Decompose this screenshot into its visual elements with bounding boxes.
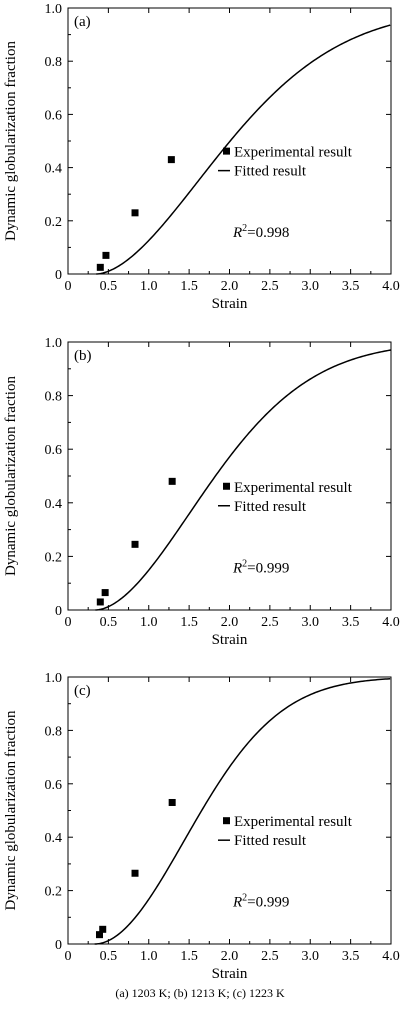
x-tick-label: 3.5 — [342, 949, 360, 964]
r-squared-annotation: R2=0.998 — [232, 223, 289, 241]
x-tick-label: 4.0 — [382, 949, 400, 964]
x-tick-label: 1.0 — [140, 615, 158, 630]
x-tick-label: 3.5 — [342, 615, 360, 630]
data-point — [101, 589, 109, 597]
r-squared-annotation: R2=0.999 — [232, 893, 289, 911]
data-point — [99, 925, 107, 933]
x-axis-label: Strain — [212, 296, 248, 312]
x-tick-label: 4.0 — [382, 279, 400, 294]
fitted-curve — [96, 24, 391, 275]
y-tick-label: 0 — [55, 268, 62, 283]
y-tick-label: 0.8 — [45, 55, 63, 70]
y-tick-label: 0.2 — [45, 550, 63, 565]
legend-label-fitted: Fitted result — [234, 833, 307, 849]
data-point — [167, 156, 175, 164]
y-tick-label: 0.4 — [45, 497, 63, 512]
data-point — [168, 798, 176, 806]
chart-panel: 0 0.5 1.0 1.5 2.0 2.5 3.0 3.5 4.0 0 0.2 0.4 0.6 0.8 1.… — [3, 2, 400, 312]
x-tick-label: 2.5 — [261, 279, 279, 294]
plot-frame — [67, 676, 392, 945]
y-tick-label: 1.0 — [45, 2, 63, 17]
x-tick-label: 2.0 — [221, 949, 239, 964]
panel-label: (c) — [74, 683, 91, 699]
x-tick-label: 0.5 — [100, 279, 118, 294]
data-point — [131, 869, 139, 877]
x-tick-label: 2.0 — [221, 615, 239, 630]
panel-label: (a) — [74, 14, 91, 30]
x-tick-label: 0 — [65, 949, 72, 964]
plot-frame — [67, 341, 392, 611]
y-tick-label: 0.6 — [45, 778, 63, 793]
data-point — [96, 598, 104, 606]
y-tick-label: 0.4 — [45, 831, 63, 846]
x-tick-label: 2.5 — [261, 615, 279, 630]
x-tick-label: 1.5 — [180, 949, 198, 964]
x-tick-label: 2.0 — [221, 279, 239, 294]
x-tick-label: 3.0 — [302, 279, 320, 294]
legend-label-experimental: Experimental result — [234, 480, 353, 496]
data-point — [131, 540, 139, 548]
legend-label-fitted: Fitted result — [234, 499, 307, 515]
y-tick-label: 1.0 — [45, 671, 63, 686]
legend-marker-experimental — [223, 482, 230, 490]
legend-label-experimental: Experimental result — [234, 145, 353, 161]
y-tick-label: 0.8 — [45, 390, 63, 405]
fitted-curve — [94, 678, 391, 945]
data-point — [131, 209, 139, 217]
x-axis-label: Strain — [212, 966, 248, 982]
x-axis-label: Strain — [212, 632, 248, 648]
legend-label-fitted: Fitted result — [234, 164, 307, 180]
y-tick-label: 0 — [55, 938, 62, 953]
y-tick-label: 0.8 — [45, 724, 63, 739]
x-tick-label: 4.0 — [382, 615, 400, 630]
x-tick-label: 3.0 — [302, 949, 320, 964]
x-tick-label: 1.0 — [140, 279, 158, 294]
r-squared-annotation: R2=0.999 — [232, 558, 289, 576]
chart-panel: 0 0.5 1.0 1.5 2.0 2.5 3.0 3.5 4.0 0 0.2 0.4 0.6 0.8 1.… — [3, 336, 400, 648]
y-tick-label: 0.2 — [45, 215, 63, 230]
x-tick-label: 2.5 — [261, 949, 279, 964]
x-tick-label: 0.5 — [100, 615, 118, 630]
x-tick-label: 1.5 — [180, 279, 198, 294]
legend-marker-experimental — [223, 147, 230, 155]
x-tick-label: 1.0 — [140, 949, 158, 964]
legend-marker-experimental — [223, 817, 230, 825]
figure-caption: (a) 1203 K; (b) 1213 K; (c) 1223 K — [115, 986, 285, 1000]
y-tick-label: 0.6 — [45, 443, 63, 458]
x-tick-label: 0 — [65, 279, 72, 294]
x-tick-label: 3.5 — [342, 279, 360, 294]
chart-panel: 0 0.5 1.0 1.5 2.0 2.5 3.0 3.5 4.0 0 0.2 0.4 0.6 0.8 1.… — [3, 671, 400, 982]
x-tick-label: 3.0 — [302, 615, 320, 630]
data-point — [102, 251, 110, 259]
legend-label-experimental: Experimental result — [234, 814, 353, 830]
y-tick-label: 1.0 — [45, 336, 63, 351]
data-point — [96, 263, 104, 271]
y-tick-label: 0.6 — [45, 108, 63, 123]
panel-label: (b) — [74, 348, 92, 364]
data-point — [168, 477, 176, 485]
y-tick-label: 0.2 — [45, 885, 63, 900]
fitted-curve — [95, 349, 392, 611]
y-axis-label: Dynamic globularization fraction — [3, 710, 19, 910]
y-tick-label: 0 — [55, 604, 62, 619]
y-axis-label: Dynamic globularization fraction — [3, 376, 19, 576]
data-point — [95, 931, 103, 939]
y-tick-label: 0.4 — [45, 162, 63, 177]
x-tick-label: 1.5 — [180, 615, 198, 630]
x-tick-label: 0 — [65, 615, 72, 630]
y-axis-label: Dynamic globularization fraction — [3, 41, 19, 241]
x-tick-label: 0.5 — [100, 949, 118, 964]
